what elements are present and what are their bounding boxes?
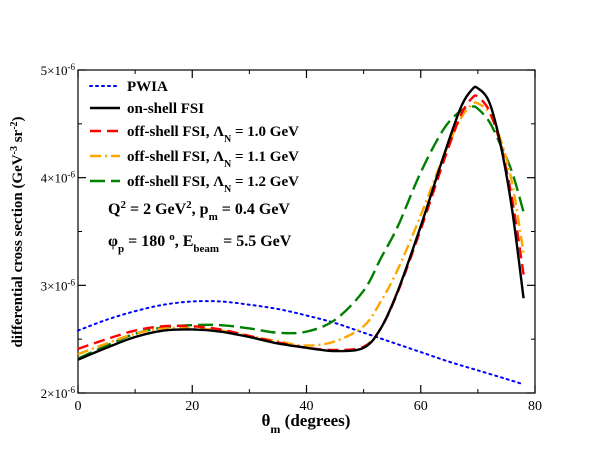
y-tick-label-base: 2×10 (41, 386, 68, 401)
y-tick-label: 2×10-6 (41, 385, 76, 401)
y-axis-label-sup2: -2 (9, 121, 20, 129)
x-tick-label: 60 (414, 399, 428, 414)
y-tick-label: 3×10-6 (41, 277, 76, 293)
annotation-text-part: o (169, 231, 175, 243)
legend-label: off-shell FSI, ΛN = 1.2 GeV (127, 174, 299, 195)
series-line-0 (77, 300, 525, 386)
y-tick-label-exp: -6 (68, 62, 76, 72)
annotation-text: φp = 180 o, Ebeam = 5.5 GeV (108, 231, 292, 255)
y-tick-label-base: 4×10 (41, 171, 68, 186)
legend-label-part: off-shell FSI, Λ (127, 124, 224, 140)
y-axis-label-end: ) (10, 116, 26, 121)
annotation-text: Q2 = 2 GeV2, pm = 0.4 GeV (108, 199, 290, 223)
x-axis-label-rest: (degrees) (280, 411, 350, 430)
x-axis-label: θm (degrees) (262, 411, 351, 436)
annotation-text-part: , E (175, 233, 194, 250)
annotation-text-part: = 5.5 GeV (219, 233, 292, 250)
y-tick-label-base: 5×10 (41, 63, 68, 78)
x-tick-label: 80 (528, 399, 542, 414)
legend-label-part: off-shell FSI, Λ (127, 174, 224, 190)
legend-label-part: N (224, 134, 232, 145)
legend-label: off-shell FSI, ΛN = 1.0 GeV (127, 124, 299, 145)
annotation-text-part: = 0.4 GeV (218, 201, 291, 218)
x-tick-label: 20 (185, 399, 199, 414)
annotation-text-part: 2 (120, 199, 126, 211)
legend-label: on-shell FSI (127, 101, 204, 117)
y-axis-label-text: differential cross section (GeV (10, 154, 26, 347)
legend-label-part: on-shell FSI (127, 101, 204, 117)
legend-label-part: PWIA (127, 79, 168, 95)
x-axis-label-sub: m (270, 422, 280, 436)
legend-label-part: = 1.2 GeV (231, 174, 299, 190)
annotation-text-part: 2 (186, 199, 192, 211)
y-axis-label-sup1: -3 (9, 146, 20, 154)
y-tick-label-exp: -6 (68, 170, 76, 180)
annotation-text-part: = 2 GeV (126, 201, 187, 218)
annotation-text-part: , p (192, 201, 209, 218)
legend-label-part: off-shell FSI, Λ (127, 149, 224, 165)
series-line-3 (77, 101, 525, 356)
legend-label-part: = 1.0 GeV (231, 124, 299, 140)
y-tick-label-exp: -6 (68, 277, 76, 287)
legend-label-part: N (224, 159, 232, 170)
series-layer (77, 85, 525, 386)
y-tick-label-exp: -6 (68, 385, 76, 395)
legend-label-part: = 1.1 GeV (231, 149, 299, 165)
annotation-text-part: = 180 (124, 233, 169, 250)
y-tick-label: 5×10-6 (41, 62, 76, 78)
x-tick-label: 0 (75, 399, 82, 414)
annotation-text-part: Q (108, 201, 120, 218)
x-tick-label: 40 (300, 399, 314, 414)
x-axis-label-main: θ (262, 411, 271, 430)
legend-label: off-shell FSI, ΛN = 1.1 GeV (127, 149, 299, 170)
annotation-text-part: beam (193, 243, 219, 255)
y-axis-label: differential cross section (GeV-3 sr-2) (9, 116, 27, 347)
series-line-1 (77, 85, 525, 361)
y-axis-label-mid: sr (10, 129, 26, 146)
annotation-text-part: φ (108, 233, 118, 250)
legend-label-part: N (224, 184, 232, 195)
y-tick-label-base: 3×10 (41, 278, 68, 293)
annotation-text-part: m (209, 211, 218, 223)
y-tick-label: 4×10-6 (41, 170, 76, 186)
legend-label: PWIA (127, 79, 168, 95)
annotation-text-part: p (118, 243, 124, 255)
tick-layer: 0 20 40 60 802×10-63×10-64×10-65×10-6 (41, 62, 542, 414)
